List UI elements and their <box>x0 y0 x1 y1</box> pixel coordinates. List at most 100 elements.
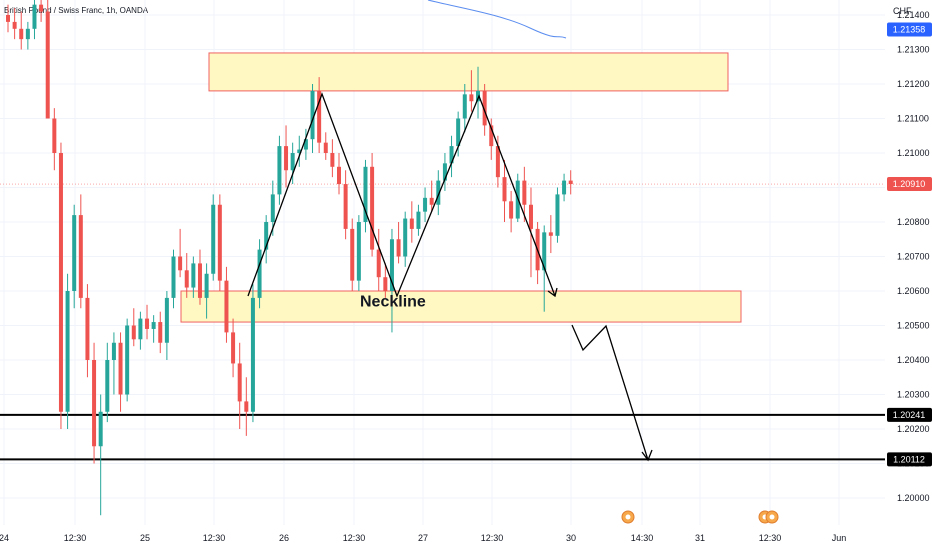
candle-body <box>204 273 209 298</box>
candle-body <box>462 94 467 119</box>
candle <box>125 318 130 402</box>
candle-body <box>217 204 222 281</box>
y-tick-label: 1.20600 <box>897 286 930 296</box>
candle-body <box>423 197 428 212</box>
candle <box>98 394 103 516</box>
candle-body <box>522 180 527 205</box>
candle-body <box>158 322 163 343</box>
candle <box>118 332 123 412</box>
x-tick-label: 14:30 <box>631 533 654 543</box>
candle-body <box>237 363 242 402</box>
y-tick-label: 1.21100 <box>897 114 929 124</box>
candle-body <box>376 249 381 278</box>
candle <box>250 284 255 423</box>
candle <box>158 311 163 354</box>
candle-body <box>555 194 560 236</box>
candle <box>204 263 209 319</box>
candle <box>469 70 474 112</box>
x-tick-label: 27 <box>418 533 428 543</box>
zone-neckline <box>180 290 742 323</box>
candle-body <box>310 90 315 140</box>
candle <box>548 215 553 254</box>
candle-body <box>111 342 116 360</box>
candle <box>164 291 169 360</box>
candle <box>72 204 77 309</box>
candle <box>429 180 434 212</box>
candle <box>105 342 110 423</box>
candle-body <box>509 201 514 219</box>
candle <box>151 315 156 343</box>
y-tick-label: 1.21400 <box>897 10 930 20</box>
candle-body <box>58 153 63 412</box>
candle <box>290 142 295 185</box>
candle <box>58 142 63 429</box>
candle <box>303 128 308 160</box>
candle-body <box>39 4 44 12</box>
x-tick-label: 24 <box>0 533 9 543</box>
candle-body <box>297 149 302 153</box>
candle-body <box>436 180 441 205</box>
candle <box>502 159 507 222</box>
candle-body <box>277 146 282 195</box>
candle-body <box>396 239 401 257</box>
x-tick-label: 12:30 <box>64 533 87 543</box>
candle <box>257 239 262 309</box>
candle-body <box>542 232 547 271</box>
candle <box>78 194 83 309</box>
candle <box>462 84 467 133</box>
candle-body <box>131 325 136 340</box>
x-tick-label: 12:30 <box>481 533 504 543</box>
candle <box>19 11 24 50</box>
y-tick-label: 1.20000 <box>897 493 930 503</box>
candle-body <box>482 90 487 126</box>
candle <box>376 228 381 291</box>
x-tick-label: 12:30 <box>203 533 226 543</box>
candle-body <box>118 342 123 395</box>
candle-body <box>25 28 30 40</box>
candle <box>52 108 57 171</box>
candle-body <box>409 218 414 229</box>
candle <box>184 253 189 298</box>
candle <box>522 166 527 222</box>
candle-body <box>250 297 255 412</box>
candle-body <box>403 218 408 257</box>
candle-body <box>257 249 262 298</box>
candle <box>317 77 322 153</box>
candle-body <box>184 270 189 288</box>
x-tick-label: Jun <box>832 533 847 543</box>
candle <box>489 118 494 160</box>
candle-body <box>52 118 57 153</box>
candle-body <box>323 142 328 153</box>
candle <box>416 204 421 236</box>
candle-body <box>317 90 322 143</box>
candle <box>45 0 50 119</box>
candle <box>284 125 289 188</box>
candle-body <box>211 204 216 274</box>
event-icon-dot <box>769 514 775 520</box>
moving-average-line <box>427 0 567 39</box>
symbol-title: British Pound / Swiss Franc, 1h, OANDA <box>4 6 149 15</box>
candle <box>244 377 249 436</box>
x-tick-label: 30 <box>566 533 576 543</box>
price-tag-label: 1.20910 <box>893 179 926 189</box>
candle <box>403 211 408 267</box>
candle-body <box>495 146 500 178</box>
candle-body <box>270 194 275 222</box>
candle <box>111 332 116 395</box>
price-tag-label: 1.20241 <box>893 410 926 420</box>
horizontal-levels <box>0 183 885 461</box>
candle-body <box>330 153 335 167</box>
candle-body <box>370 166 375 250</box>
candle <box>131 308 136 347</box>
x-tick-label: 26 <box>279 533 289 543</box>
candle-body <box>290 153 295 171</box>
candle <box>92 342 97 464</box>
candle <box>6 4 10 33</box>
candle <box>39 0 44 22</box>
candle-body <box>191 263 196 288</box>
candle <box>449 135 454 178</box>
candle-body <box>363 166 368 222</box>
candle <box>231 318 236 378</box>
candle-body <box>12 21 17 29</box>
